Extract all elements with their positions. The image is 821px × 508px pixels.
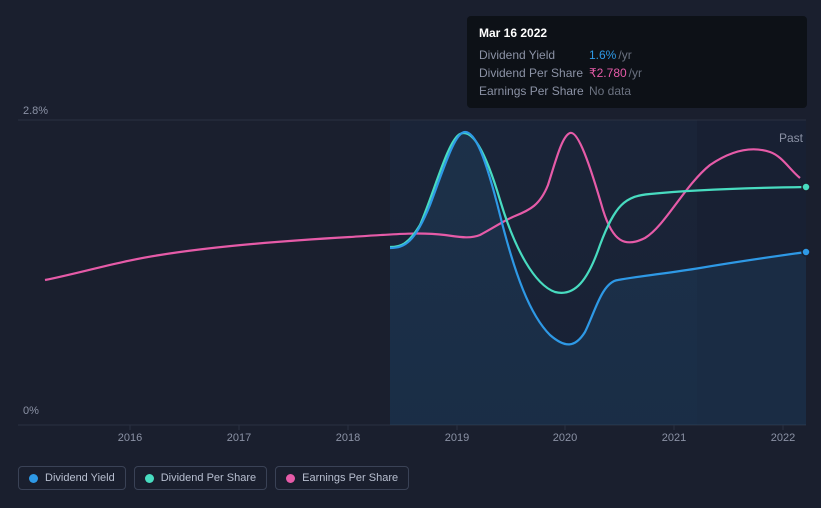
legend-label: Dividend Per Share	[161, 472, 256, 484]
tooltip-unit: /yr	[629, 64, 642, 82]
legend-dot-icon	[286, 474, 295, 483]
legend-label: Dividend Yield	[45, 472, 115, 484]
legend-item-dividend-per-share[interactable]: Dividend Per Share	[134, 466, 267, 490]
x-tick-2016: 2016	[118, 432, 142, 444]
x-tick-2018: 2018	[336, 432, 360, 444]
legend-item-dividend-yield[interactable]: Dividend Yield	[18, 466, 126, 490]
x-tick-2021: 2021	[662, 432, 686, 444]
area-dividend-yield	[390, 132, 806, 425]
tooltip-label: Dividend Yield	[479, 46, 589, 64]
legend-item-earnings-per-share[interactable]: Earnings Per Share	[275, 466, 409, 490]
tooltip-row-dividend-yield: Dividend Yield 1.6% /yr	[479, 46, 795, 64]
x-tick-2022: 2022	[771, 432, 795, 444]
marker-dividend-yield	[802, 248, 810, 256]
chart-legend: Dividend Yield Dividend Per Share Earnin…	[18, 466, 409, 490]
legend-dot-icon	[29, 474, 38, 483]
tooltip-value: 1.6%	[589, 46, 616, 64]
tooltip-label: Dividend Per Share	[479, 64, 589, 82]
x-tick-2020: 2020	[553, 432, 577, 444]
chart-tooltip: Mar 16 2022 Dividend Yield 1.6% /yr Divi…	[467, 16, 807, 108]
tooltip-value: No data	[589, 82, 631, 100]
y-tick-max: 2.8%	[23, 105, 48, 117]
marker-dividend-per-share	[802, 183, 810, 191]
legend-dot-icon	[145, 474, 154, 483]
x-tick-2017: 2017	[227, 432, 251, 444]
x-tick-2019: 2019	[445, 432, 469, 444]
tooltip-row-dividend-per-share: Dividend Per Share ₹2.780 /yr	[479, 64, 795, 82]
tooltip-date: Mar 16 2022	[479, 24, 795, 42]
tooltip-row-earnings-per-share: Earnings Per Share No data	[479, 82, 795, 100]
tooltip-value: ₹2.780	[589, 64, 627, 82]
past-label: Past	[779, 131, 803, 145]
legend-label: Earnings Per Share	[302, 472, 398, 484]
dividend-chart: 2.8% 0% 2016 2017 2018 2019 2020 2021 20…	[0, 0, 821, 508]
tooltip-label: Earnings Per Share	[479, 82, 589, 100]
y-tick-min: 0%	[23, 405, 39, 417]
tooltip-unit: /yr	[618, 46, 631, 64]
